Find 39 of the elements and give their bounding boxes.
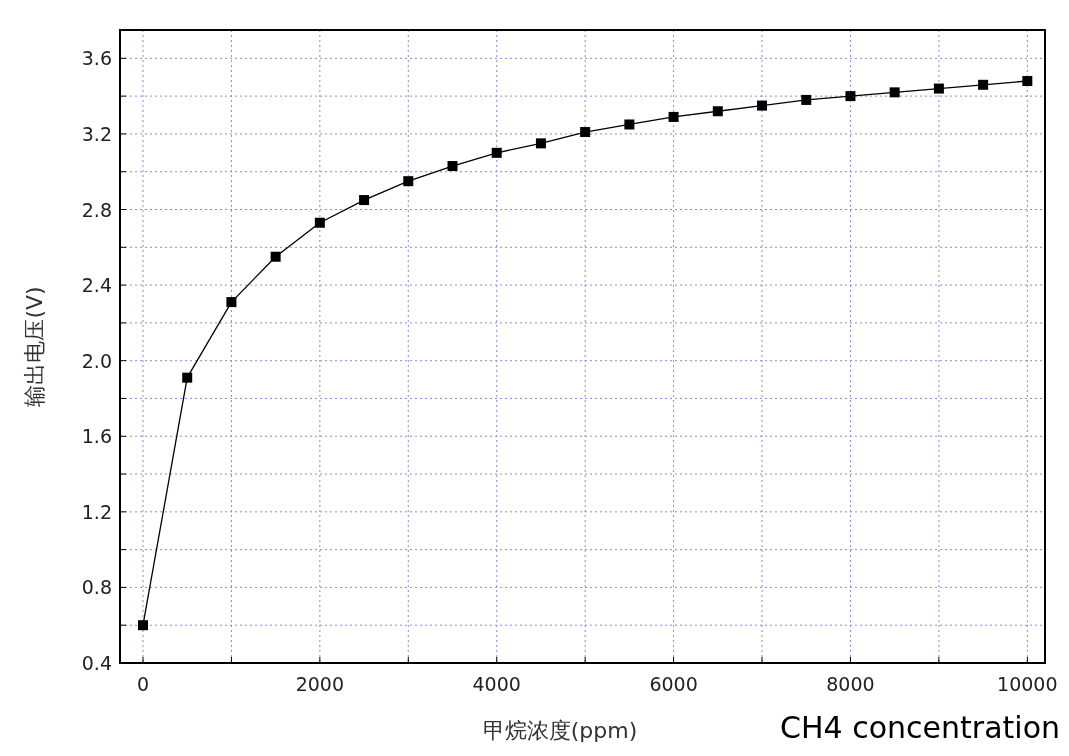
y-tick-label: 1.6: [81, 425, 112, 448]
point: [403, 176, 414, 187]
y-tick-label: 1.2: [81, 500, 112, 523]
x-axis-title: 甲烷浓度(ppm): [482, 718, 638, 743]
point: [491, 147, 502, 158]
point: [668, 111, 679, 122]
y-axis-title: 输出电压(V): [22, 286, 47, 407]
point: [1022, 76, 1033, 87]
x-tick-label: 2000: [295, 673, 345, 695]
y-tick-label: 2.0: [81, 349, 112, 372]
y-tick-label: 3.6: [81, 47, 112, 70]
x-tick-label: 4000: [472, 673, 521, 695]
y-tick-label: 2.4: [81, 274, 112, 297]
point: [535, 138, 546, 149]
y-tick-label: 0.4: [81, 652, 112, 674]
y-tick-label: 2.8: [81, 198, 112, 221]
point: [359, 195, 370, 206]
x-tick-label: 0: [136, 673, 150, 695]
point: [933, 83, 944, 94]
point: [270, 251, 281, 262]
point: [757, 100, 768, 111]
point: [226, 297, 237, 308]
y-tick-label: 0.8: [81, 576, 112, 599]
x-tick-label: 8000: [826, 673, 875, 695]
point: [182, 372, 193, 383]
point: [447, 161, 458, 172]
point: [978, 79, 989, 90]
point: [314, 217, 325, 228]
point: [889, 87, 900, 98]
point: [845, 91, 856, 102]
point: [624, 119, 635, 130]
x-tick-label: 10000: [997, 673, 1058, 695]
x-tick-label: 6000: [649, 673, 698, 695]
y-tick-label: 3.2: [81, 122, 112, 145]
text: CH4 concentration: [780, 710, 1060, 745]
point: [712, 106, 723, 117]
point: [801, 94, 812, 105]
point: [137, 620, 148, 631]
point: [580, 127, 591, 138]
